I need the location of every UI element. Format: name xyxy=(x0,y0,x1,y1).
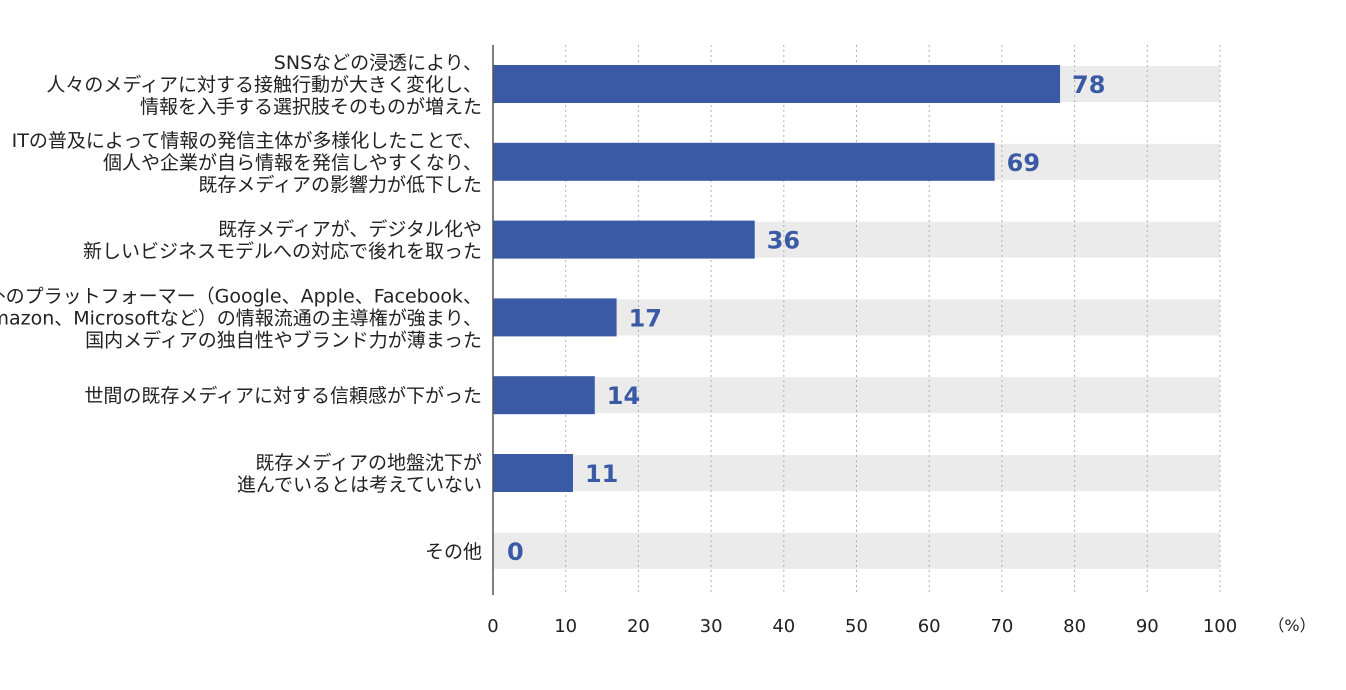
axis-layer: 0 10 20 30 40 50 60 70 80 90 100 （%） xyxy=(487,45,1316,637)
x-tick-label: 20 xyxy=(627,616,650,637)
x-tick-label: 100 xyxy=(1203,616,1237,637)
category-label: Amazon、Microsoftなど）の情報流通の主導権が強まり、 xyxy=(0,307,482,329)
bar xyxy=(493,454,573,492)
x-unit-label: （%） xyxy=(1268,616,1315,635)
category-label: 海外のプラットフォーマー（Google、Apple、Facebook、 xyxy=(0,285,482,307)
x-tick-label: 0 xyxy=(487,616,498,637)
category-label: 個人や企業が自ら情報を発信しやすくなり、 xyxy=(103,152,482,174)
x-tick-label: 40 xyxy=(772,616,795,637)
category-label: ITの普及によって情報の発信主体が多様化したことで、 xyxy=(12,130,482,152)
data-label: 36 xyxy=(767,227,800,255)
category-label: 人々のメディアに対する接触行動が大きく変化し、 xyxy=(46,74,482,96)
category-label: 国内メディアの独自性やブランド力が薄まった xyxy=(85,328,482,351)
data-label: 14 xyxy=(607,382,640,410)
data-label: 78 xyxy=(1072,71,1105,99)
labels-layer: 78 SNSなどの浸透により、人々のメディアに対する接触行動が大きく変化し、情報を… xyxy=(0,52,1105,566)
bar xyxy=(493,376,595,415)
category-label: 進んでいるとは考えていない xyxy=(237,474,482,496)
category-label: 世間の既存メディアに対する信頼感が下がった xyxy=(84,385,482,407)
x-tick-label: 50 xyxy=(845,616,868,637)
x-tick-label: 70 xyxy=(990,616,1013,637)
bar xyxy=(493,298,617,337)
x-tick-label: 90 xyxy=(1136,616,1159,637)
category-label: 既存メディアが、デジタル化や xyxy=(218,219,482,241)
category-label: 既存メディアの地盤沈下が xyxy=(255,452,482,474)
data-label: 69 xyxy=(1007,149,1040,177)
category-label: 新しいビジネスモデルへの対応で後れを取った xyxy=(83,241,482,263)
x-tick-label: 30 xyxy=(700,616,723,637)
category-label: 情報を入手する選択肢そのものが増えた xyxy=(140,96,482,118)
bar xyxy=(493,220,755,259)
category-label: 既存メディアの影響力が低下した xyxy=(198,174,482,196)
category-label: SNSなどの浸透により、 xyxy=(274,52,482,74)
bars-layer xyxy=(493,65,1061,492)
bar xyxy=(493,142,995,181)
x-tick-label: 80 xyxy=(1063,616,1086,637)
x-tick-label: 10 xyxy=(554,616,577,637)
data-label: 11 xyxy=(585,460,618,488)
data-label: 17 xyxy=(629,304,662,332)
bar xyxy=(493,65,1061,103)
data-label: 0 xyxy=(507,538,524,566)
x-tick-label: 60 xyxy=(918,616,941,637)
category-label: その他 xyxy=(425,541,482,563)
